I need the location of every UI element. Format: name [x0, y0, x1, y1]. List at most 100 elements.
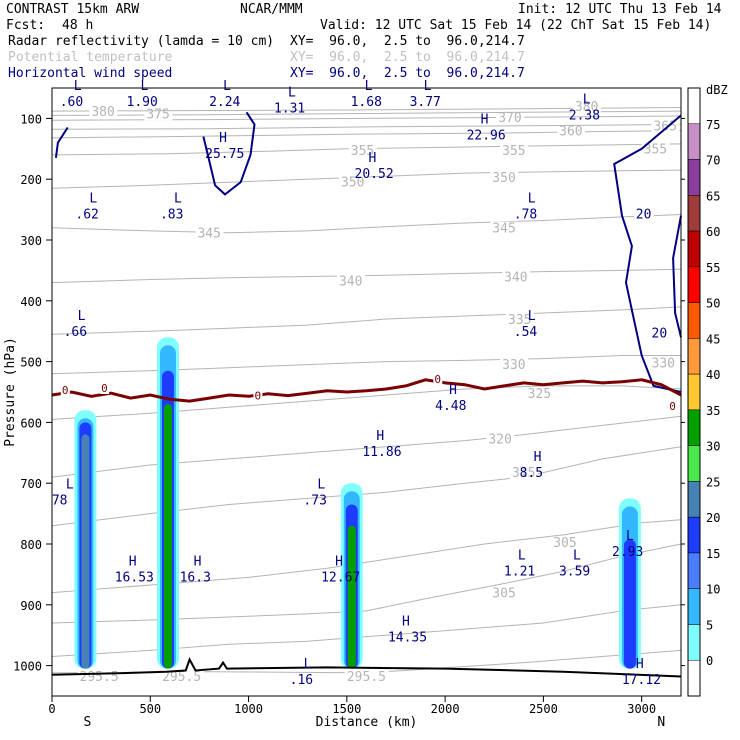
theta-contour-label: 320 [488, 433, 511, 448]
hl-type-label: H [219, 131, 227, 146]
theta-contour-label: 305 [492, 587, 515, 602]
hl-type-label: H [335, 555, 343, 570]
freezing-label-bg [100, 383, 110, 394]
hl-type-label: L [573, 549, 581, 564]
theta-contour-label: 345 [197, 227, 220, 242]
freezing-level-label: 0 [669, 400, 676, 413]
colorbar-swatch [687, 266, 701, 303]
wind-contour-line [54, 126, 69, 159]
y-tick-label: 300 [20, 234, 42, 248]
x-tick-label: 2000 [431, 702, 460, 716]
field-xy-theta: XY= 96.0, 2.5 to 96.0,214.7 [290, 50, 525, 65]
hl-type-label: H [194, 555, 202, 570]
hl-value-label: 1.31 [274, 101, 305, 116]
wind-contour-line [202, 111, 256, 196]
theta-contour-label: 305 [553, 536, 576, 551]
theta-contour-label: 355 [351, 144, 374, 159]
north-end-label: N [657, 715, 665, 730]
hl-value-label: .66 [64, 325, 87, 340]
hl-type-label: H [369, 151, 377, 166]
theta-contour-label: 295.5 [80, 670, 119, 685]
freezing-level-label: 0 [62, 384, 69, 397]
colorbar-tick-label: 40 [706, 368, 720, 382]
colorbar-swatch [687, 445, 701, 482]
theta-contour-label: 340 [339, 275, 362, 290]
hl-value-label: 14.35 [388, 630, 427, 645]
model-title: CONTRAST 15km ARW [6, 2, 140, 17]
x-tick-label: 1000 [234, 702, 263, 716]
hl-type-label: L [78, 309, 86, 324]
hl-type-label: L [74, 79, 82, 94]
theta-contour-label: 315 [512, 466, 535, 481]
hl-value-label: .83 [160, 208, 183, 223]
theta-label-bg [500, 357, 529, 371]
hl-type-label: L [528, 192, 536, 207]
terrain-line [51, 657, 682, 678]
colorbar-tick-label: 70 [706, 154, 720, 168]
theta-label-bg [490, 221, 519, 235]
hl-type-label: L [365, 79, 373, 94]
colorbar-swatch [687, 195, 701, 232]
x-tick-label: 500 [139, 702, 161, 716]
hl-value-label: 1.68 [351, 95, 382, 110]
colorbar-tick-label: 60 [706, 225, 720, 239]
y-tick-label: 900 [20, 599, 42, 613]
y-tick-label: 1000 [13, 660, 42, 674]
hl-type-label: L [141, 79, 149, 94]
colorbar-unit: dBZ [706, 83, 728, 97]
theta-label-bg [649, 356, 678, 370]
plot-frame [51, 87, 682, 697]
hl-value-label: 3.59 [559, 565, 590, 580]
hl-value-label: 78 [52, 493, 68, 508]
hl-type-label: L [66, 477, 74, 492]
x-tick-label: 0 [48, 702, 55, 716]
colorbar-tick-label: 0 [706, 654, 713, 668]
colorbar-tick-label: 10 [706, 583, 720, 597]
freezing-label-bg [60, 384, 70, 396]
hl-value-label: .62 [75, 208, 98, 223]
colorbar-tick-label: 15 [706, 547, 720, 561]
theta-contour-label: 345 [492, 222, 515, 237]
theta-contour-label: 340 [504, 270, 527, 285]
theta-label-bg [160, 669, 205, 683]
reflectivity-group [74, 337, 641, 669]
theta-contour-label: 335 [508, 313, 531, 328]
theta-contour-label: 350 [341, 175, 364, 190]
hl-value-label: 16.3 [180, 571, 211, 586]
hl-type-label: L [288, 85, 296, 100]
hl-type-label: H [376, 429, 384, 444]
reflectivity-cell-core [347, 525, 356, 669]
colorbar-swatch [687, 588, 701, 625]
colorbar-tick-label: 30 [706, 440, 720, 454]
colorbar-swatch [687, 123, 701, 160]
theta-contour-label: 350 [492, 171, 515, 186]
theta-contour-line [51, 306, 682, 335]
hl-value-label: 20.52 [355, 167, 394, 182]
theta-label-bg [641, 142, 670, 156]
hl-type-label: L [424, 79, 432, 94]
theta-label-bg [338, 175, 367, 189]
hl-type-label: H [449, 383, 457, 398]
hl-value-label: 22.96 [467, 129, 506, 144]
colorbar-tick-label: 25 [706, 475, 720, 489]
hl-value-label: .16 [290, 673, 313, 688]
theta-label-bg [557, 124, 586, 138]
valid-time: Valid: 12 UTC Sat 15 Feb 14 (22 ChT Sat … [320, 18, 712, 33]
y-axis-label: Pressure (hPa) [3, 337, 18, 447]
colorbar-swatch [687, 552, 701, 589]
x-tick-label: 2500 [529, 702, 558, 716]
theta-label-bg [500, 143, 529, 157]
hl-type-label: L [518, 549, 526, 564]
colorbar-swatch [687, 481, 701, 518]
wind-label-bg [633, 207, 654, 221]
hl-type-label: L [317, 477, 325, 492]
theta-label-bg [490, 586, 519, 600]
theta-label-bg [336, 274, 365, 288]
hl-type-label: H [129, 555, 137, 570]
colorbar-swatch [687, 159, 701, 196]
theta-contour-line [51, 143, 682, 156]
theta-contour-line [51, 169, 682, 189]
reflectivity-cell-core [81, 434, 90, 669]
